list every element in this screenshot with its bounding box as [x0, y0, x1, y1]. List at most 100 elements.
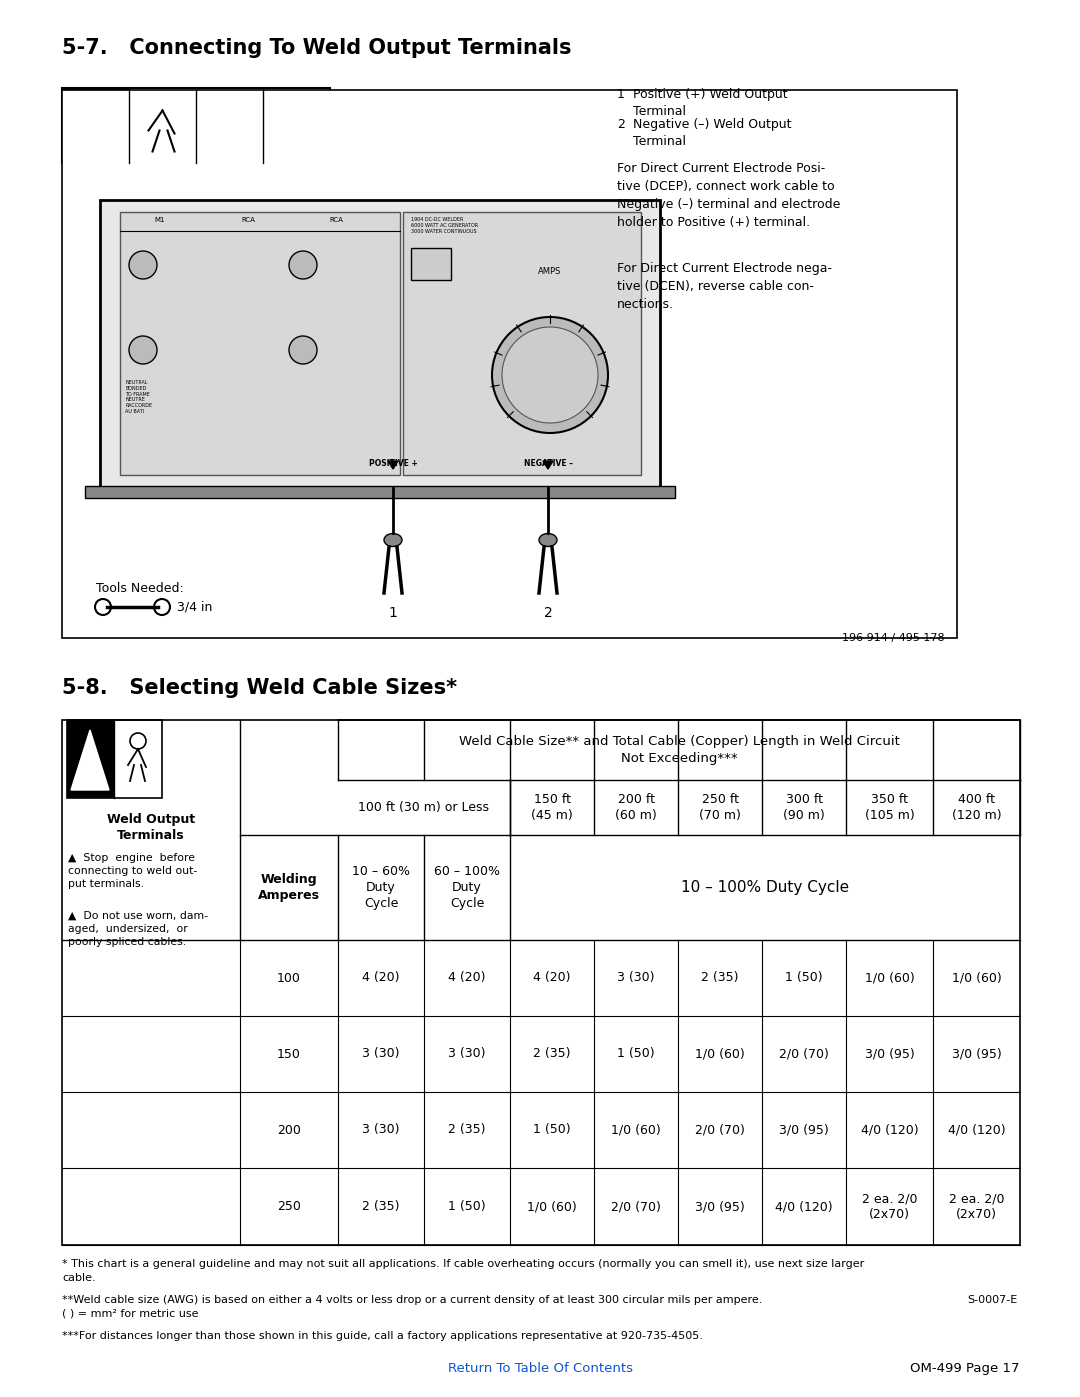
Text: 60 – 100%
Duty
Cycle: 60 – 100% Duty Cycle: [434, 865, 500, 909]
Text: 300 ft
(90 m): 300 ft (90 m): [783, 793, 825, 821]
Circle shape: [502, 327, 598, 423]
Text: NEGATIVE –: NEGATIVE –: [524, 460, 572, 468]
Bar: [411, 249, 451, 279]
Bar: [85, 486, 675, 497]
Text: 2 (35): 2 (35): [534, 1048, 570, 1060]
Text: 3 (30): 3 (30): [362, 1048, 400, 1060]
Text: 1/0 (60): 1/0 (60): [865, 971, 915, 985]
Text: 3/4 in: 3/4 in: [177, 599, 213, 613]
Ellipse shape: [384, 534, 402, 546]
Text: 400 ft
(120 m): 400 ft (120 m): [951, 793, 1001, 821]
Bar: [62, 88, 330, 163]
Text: 150 ft
(45 m): 150 ft (45 m): [531, 793, 572, 821]
Text: 3/0 (95): 3/0 (95): [951, 1048, 1001, 1060]
Text: 200 ft
(60 m): 200 ft (60 m): [616, 793, 657, 821]
Text: NEUTRAL
BONDED
TO FRAME
NEUTRE
RACCORDE
AU BATI: NEUTRAL BONDED TO FRAME NEUTRE RACCORDE …: [125, 380, 152, 414]
Circle shape: [153, 92, 172, 110]
Text: Weld Output
Terminals: Weld Output Terminals: [107, 813, 195, 842]
Text: S-0007-E: S-0007-E: [968, 1295, 1018, 1305]
Text: 4 (20): 4 (20): [448, 971, 486, 985]
Text: 2: 2: [543, 606, 552, 620]
Text: 250 ft
(70 m): 250 ft (70 m): [699, 793, 741, 821]
Bar: [67, 719, 114, 798]
Text: 2/0 (70): 2/0 (70): [696, 1123, 745, 1137]
Text: 2/0 (70): 2/0 (70): [611, 1200, 661, 1213]
Text: 4/0 (120): 4/0 (120): [947, 1123, 1005, 1137]
Text: 1/0 (60): 1/0 (60): [696, 1048, 745, 1060]
Text: 5-8.   Selecting Weld Cable Sizes*: 5-8. Selecting Weld Cable Sizes*: [62, 678, 457, 698]
Text: 2 ea. 2/0
(2x70): 2 ea. 2/0 (2x70): [862, 1192, 917, 1221]
Polygon shape: [543, 461, 553, 469]
Text: 1 (50): 1 (50): [785, 971, 823, 985]
Text: 4 (20): 4 (20): [362, 971, 400, 985]
Text: 10 – 60%
Duty
Cycle: 10 – 60% Duty Cycle: [352, 865, 410, 909]
Text: POSITIVE +: POSITIVE +: [368, 460, 417, 468]
Text: Return To Table Of Contents: Return To Table Of Contents: [447, 1362, 633, 1375]
Text: 1 (50): 1 (50): [448, 1200, 486, 1213]
Circle shape: [129, 251, 157, 279]
Text: For Direct Current Electrode nega-
tive (DCEN), reverse cable con-
nections.: For Direct Current Electrode nega- tive …: [617, 263, 832, 312]
Text: 200: 200: [278, 1123, 301, 1137]
Text: 150: 150: [278, 1048, 301, 1060]
Text: * This chart is a general guideline and may not suit all applications. If cable : * This chart is a general guideline and …: [62, 1259, 864, 1282]
Text: ***For distances longer than those shown in this guide, call a factory applicati: ***For distances longer than those shown…: [62, 1331, 703, 1341]
Text: Weld Cable Size** and Total Cable (Copper) Length in Weld Circuit
Not Exceeding*: Weld Cable Size** and Total Cable (Coppe…: [459, 735, 900, 766]
Text: Negative (–) Weld Output
Terminal: Negative (–) Weld Output Terminal: [633, 117, 792, 148]
Text: 10 – 100% Duty Cycle: 10 – 100% Duty Cycle: [680, 880, 849, 895]
Text: For Direct Current Electrode Posi-
tive (DCEP), connect work cable to
Negative (: For Direct Current Electrode Posi- tive …: [617, 162, 840, 229]
Bar: [62, 89, 957, 638]
Text: 4 (20): 4 (20): [534, 971, 570, 985]
Text: 4/0 (120): 4/0 (120): [861, 1123, 918, 1137]
Bar: [120, 212, 400, 475]
Text: 3 (30): 3 (30): [362, 1123, 400, 1137]
Polygon shape: [100, 200, 660, 488]
Circle shape: [289, 337, 318, 365]
Text: 2 (35): 2 (35): [701, 971, 739, 985]
Text: AMPS: AMPS: [538, 267, 562, 277]
Text: 2 ea. 2/0
(2x70): 2 ea. 2/0 (2x70): [948, 1192, 1004, 1221]
Bar: [403, 212, 642, 475]
Text: 3/0 (95): 3/0 (95): [779, 1123, 828, 1137]
Polygon shape: [71, 731, 109, 789]
Text: **Weld cable size (AWG) is based on either a 4 volts or less drop or a current d: **Weld cable size (AWG) is based on eith…: [62, 1295, 762, 1319]
Text: 1 (50): 1 (50): [534, 1123, 571, 1137]
Polygon shape: [71, 98, 120, 155]
Circle shape: [130, 733, 146, 749]
Text: 5-7.   Connecting To Weld Output Terminals: 5-7. Connecting To Weld Output Terminals: [62, 38, 571, 59]
Text: Tools Needed:: Tools Needed:: [96, 583, 184, 595]
Text: 2: 2: [617, 117, 625, 131]
Circle shape: [95, 599, 111, 615]
Text: 250: 250: [278, 1200, 301, 1213]
Text: OM-499 Page 17: OM-499 Page 17: [910, 1362, 1020, 1375]
Text: 1/0 (60): 1/0 (60): [611, 1123, 661, 1137]
Bar: [67, 719, 162, 798]
Text: RCA: RCA: [241, 217, 255, 224]
Text: RCA: RCA: [329, 217, 343, 224]
Text: 3/0 (95): 3/0 (95): [865, 1048, 915, 1060]
Text: 2/0 (70): 2/0 (70): [779, 1048, 829, 1060]
Circle shape: [154, 599, 170, 615]
Text: ▲  Stop  engine  before
connecting to weld out-
put terminals.: ▲ Stop engine before connecting to weld …: [68, 854, 198, 888]
Text: 3 (30): 3 (30): [448, 1048, 486, 1060]
Text: 2 (35): 2 (35): [448, 1123, 486, 1137]
Text: 1/0 (60): 1/0 (60): [951, 971, 1001, 985]
Text: 3/0 (95): 3/0 (95): [696, 1200, 745, 1213]
Text: 3 (30): 3 (30): [618, 971, 654, 985]
Text: 1/0 (60): 1/0 (60): [527, 1200, 577, 1213]
Text: 2 (35): 2 (35): [362, 1200, 400, 1213]
Ellipse shape: [539, 534, 557, 546]
Text: Welding
Amperes: Welding Amperes: [258, 873, 320, 902]
Text: Positive (+) Weld Output
Terminal: Positive (+) Weld Output Terminal: [633, 88, 787, 117]
Circle shape: [289, 251, 318, 279]
Text: 100: 100: [278, 971, 301, 985]
Text: M1: M1: [154, 217, 165, 224]
Text: !: !: [92, 120, 99, 137]
Circle shape: [492, 317, 608, 433]
Text: 1: 1: [617, 88, 625, 101]
Text: ▲  Do not use worn, dam-
aged,  undersized,  or
poorly spliced cables.: ▲ Do not use worn, dam- aged, undersized…: [68, 911, 208, 947]
Circle shape: [129, 337, 157, 365]
Text: 196 914 / 495 178: 196 914 / 495 178: [842, 633, 945, 643]
Text: 1 (50): 1 (50): [617, 1048, 654, 1060]
Bar: [62, 88, 129, 163]
Text: 1904 DC-DC WELDER
6000 WATT AC GENERATOR
3000 WATER CONTINUOUS: 1904 DC-DC WELDER 6000 WATT AC GENERATOR…: [411, 217, 478, 235]
